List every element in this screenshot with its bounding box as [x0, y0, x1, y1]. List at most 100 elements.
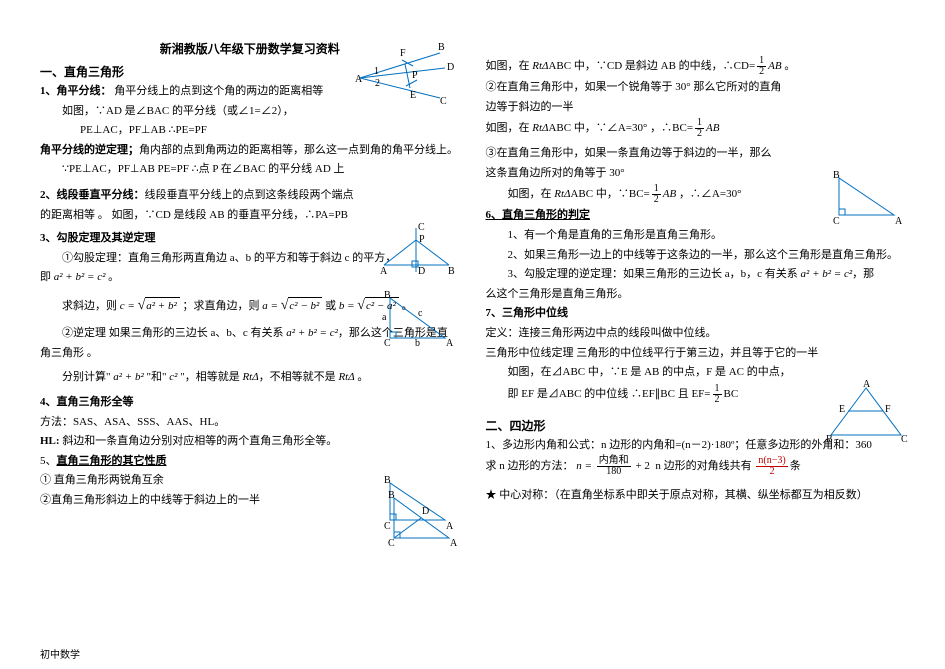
- inverse-pyth-end2: 角三角形 。: [40, 345, 460, 363]
- inverse-line: 角平分线的逆定理；角内部的点到角两边的距离相等，那么这一点到角的角平分线上。: [40, 142, 460, 160]
- s7-eg: 如图，在⊿ABC 中，∵E 是 AB 的中点，F 是 AC 的中点，: [508, 364, 906, 382]
- find-hyp: 求斜边，则: [62, 300, 117, 312]
- inverse-pyth: ②逆定理 如果三角形的三边长 a、b、c 有关系: [62, 327, 284, 339]
- s7-thm: 三角形中位线定理 三角形的中位线平行于第三边，并且等于它的一半: [486, 345, 906, 363]
- r5-rt: RtΔ: [554, 188, 570, 200]
- s6-3: 3、勾股定理的逆定理：如果三角形的三边长 a，b，c 有关系: [508, 268, 798, 280]
- r5-ab: AB: [663, 188, 676, 200]
- prop-1: ① 直角三角形两锐角互余: [40, 472, 460, 490]
- calc-mid: "和": [144, 371, 169, 383]
- s8-star: 中心对称：（在直角坐标系中即关于原点对称，其横、纵坐标都互为相反数）: [499, 489, 868, 501]
- inverse-pyth-line: ②逆定理 如果三角形的三边长 a、b、c 有关系 a² + b² = c²，那么…: [62, 325, 460, 343]
- hl-label: HL:: [40, 435, 60, 447]
- svg-text:C: C: [388, 538, 395, 548]
- calc-compare-line: 分别计算" a² + b² "和" c² "，相等就是 RtΔ，不相等就不是 R…: [62, 369, 460, 387]
- section-2-heading: 二、四边形: [486, 417, 906, 434]
- rt1: RtΔ: [242, 371, 258, 383]
- congruent-methods: 方法：SAS、ASA、SSS、AAS、HL。: [40, 414, 460, 432]
- inverse-pyth-eq: a² + b² = c²: [286, 327, 338, 339]
- r5-abc: ABC 中，∵BC=: [570, 188, 649, 200]
- right-column: 如图，在 RtΔABC 中，∵CD 是斜边 AB 的中线，∴CD=12AB 。 …: [486, 40, 906, 512]
- s8-star-line: ★ 中心对称：（在直角坐标系中即关于原点对称，其横、纵坐标都互为相反数）: [486, 487, 906, 505]
- c-eq: c =: [120, 300, 138, 312]
- doc-title: 新湘教版八年级下册数学复习资料: [40, 40, 460, 57]
- s6-1: 1、有一个角是直角的三角形是直角三角形。: [508, 227, 906, 245]
- svg-text:C: C: [384, 521, 391, 530]
- congruent-heading: 4、直角三角形全等: [40, 394, 460, 412]
- inverse-eg: ∵PE⊥AC，PF⊥AB PE=PF ∴点 P 在∠BAC 的平分线 AD 上: [62, 161, 460, 179]
- s6-3-eq: a² + b² = c²: [801, 268, 853, 280]
- perp-bisector-line: 2、线段垂直平分线：线段垂直平分线上的点到这条线段两个端点: [40, 187, 460, 205]
- find-leg-pre: ；求直角边，则: [183, 300, 260, 312]
- or-text: 或: [325, 300, 339, 312]
- inverse-pyth-end: ，那么这个三角形是直: [338, 327, 448, 339]
- s7-bc: BC: [724, 388, 739, 400]
- svg-text:A: A: [446, 521, 454, 530]
- r5-end: ，∴∠A=30°: [679, 188, 742, 200]
- page-footer: 初中数学: [40, 646, 80, 661]
- s8-2-den: 180: [597, 467, 631, 477]
- solve-line: 求斜边，则 c = √a² + b² ；求直角边，则 a = √c² − b² …: [62, 295, 460, 317]
- b-eq: b =: [339, 300, 357, 312]
- s6-3-end2: 么这个三角形是直角三角形。: [486, 286, 906, 304]
- a-sqrt: c² − b²: [288, 297, 322, 316]
- pythagoras-1: ①勾股定理：直角三角形两直角边 a、b 的平方和等于斜边 c 的平方，: [62, 250, 460, 268]
- s8-2-end: 条: [790, 460, 801, 472]
- r1-pre: 如图，在: [486, 60, 530, 72]
- r3-rt: RtΔ: [532, 122, 548, 134]
- other-props-line: 5、直角三角形的其它性质: [40, 453, 460, 471]
- angle-bisector-eg1: 如图，∵AD 是∠BAC 的平分线（或∠1=∠2），: [62, 103, 460, 121]
- inverse-heading: 角平分线的逆定理；: [40, 144, 139, 156]
- left-column: 新湘教版八年级下册数学复习资料 一、直角三角形 1、角平分线： 角平分线上的点到…: [40, 40, 460, 512]
- f4d: 2: [713, 395, 722, 405]
- r-line-3: 如图，在 RtΔABC 中，∵∠A=30° ，∴BC=12AB: [486, 118, 906, 139]
- rt2: RtΔ: [338, 371, 354, 383]
- s8-2-n: n =: [576, 460, 592, 472]
- a-eq: a =: [262, 300, 280, 312]
- perp-bisector-text2: 的距离相等 。 如图，∵CD 是线段 AB 的垂直平分线，∴PA=PB: [40, 207, 460, 225]
- other-props: 直角三角形的其它性质: [57, 455, 167, 467]
- r-line-4: ③在直角三角形中，如果一条直角边等于斜边的一半，那么: [486, 145, 906, 163]
- label-2: 2、线段垂直平分线：: [40, 189, 145, 201]
- section-7-heading: 7、三角形中位线: [486, 305, 906, 323]
- angle-bisector-eg2: PE⊥AC，PF⊥AB ∴PE=PF: [80, 122, 460, 140]
- f3d: 2: [652, 195, 661, 205]
- pythagoras-eq-line: 即 a² + b² = c² 。: [40, 269, 460, 287]
- prop-2: ②直角三角形斜边上的中线等于斜边上的一半: [40, 492, 460, 510]
- hl-line: HL: 斜边和一条直角边分别对应相等的两个直角三角形全等。: [40, 433, 460, 451]
- r3-ab: AB: [706, 122, 719, 134]
- hl-text: 斜边和一条直角边分别对应相等的两个直角三角形全等。: [60, 435, 338, 447]
- r1-end: 。: [784, 60, 795, 72]
- r-line-2b: 边等于斜边的一半: [486, 99, 906, 117]
- r1-rt: RtΔ: [532, 60, 548, 72]
- r-line-5: 如图，在 RtΔABC 中，∵BC=12AB ，∴∠A=30°: [508, 184, 906, 205]
- s8-2-line: 求 n 边形的方法： n = 内角和180 + 2 n 边形的对角线共有 n(n…: [486, 456, 906, 477]
- eq-prefix: 即: [40, 271, 51, 283]
- angle-bisector-line: 1、角平分线： 角平分线上的点到这个角的两边的距离相等: [40, 83, 460, 101]
- pythagoras-heading: 3、勾股定理及其逆定理: [40, 230, 460, 248]
- section-1-heading: 一、直角三角形: [40, 63, 460, 80]
- s7-eg2: 即 EF 是⊿ABC 的中位线 ∴EF∥BC 且 EF=: [508, 388, 711, 400]
- s6-3-line: 3、勾股定理的逆定理：如果三角形的三边长 a，b，c 有关系 a² + b² =…: [508, 266, 906, 284]
- r-line-1: 如图，在 RtΔABC 中，∵CD 是斜边 AB 的中线，∴CD=12AB 。: [486, 56, 906, 77]
- r-line-4b: 这条直角边所对的角等于 30°: [486, 165, 906, 183]
- c-sqrt: a² + b²: [145, 297, 180, 316]
- r-line-2: ②在直角三角形中，如果一个锐角等于 30° 那么它所对的直角: [486, 79, 906, 97]
- svg-text:A: A: [450, 538, 458, 548]
- label-1: 1、角平分线：: [40, 85, 112, 97]
- r5-pre: 如图，在: [508, 188, 552, 200]
- pythagoras-eq: a² + b² = c²: [54, 271, 106, 283]
- f2d: 2: [695, 129, 704, 139]
- s8-1: 1、多边形内角和公式：n 边形的内角和=(n－2)·180º；任意多边形的外角和…: [486, 437, 906, 455]
- calc-a: a² + b²: [113, 371, 144, 383]
- s6-2: 2、如果三角形一边上的中线等于这条边的一半，那么这个三角形是直角三角形。: [508, 247, 906, 265]
- calc-end: "，相等就是: [177, 371, 239, 383]
- svg-text:F: F: [885, 404, 891, 415]
- s7-def: 定义：连接三角形两边中点的线段叫做中位线。: [486, 325, 906, 343]
- angle-bisector-text: 角平分线上的点到这个角的两边的距离相等: [112, 85, 324, 97]
- r1-abc: ABC 中，∵CD 是斜边 AB 的中线，∴CD=: [548, 60, 755, 72]
- calc-end2: ，不相等就不是: [259, 371, 336, 383]
- s8-2: 求 n 边形的方法：: [486, 460, 574, 472]
- s8-2-plus: + 2: [635, 460, 649, 472]
- r3-abc: ABC 中，∵∠A=30° ，∴BC=: [548, 122, 693, 134]
